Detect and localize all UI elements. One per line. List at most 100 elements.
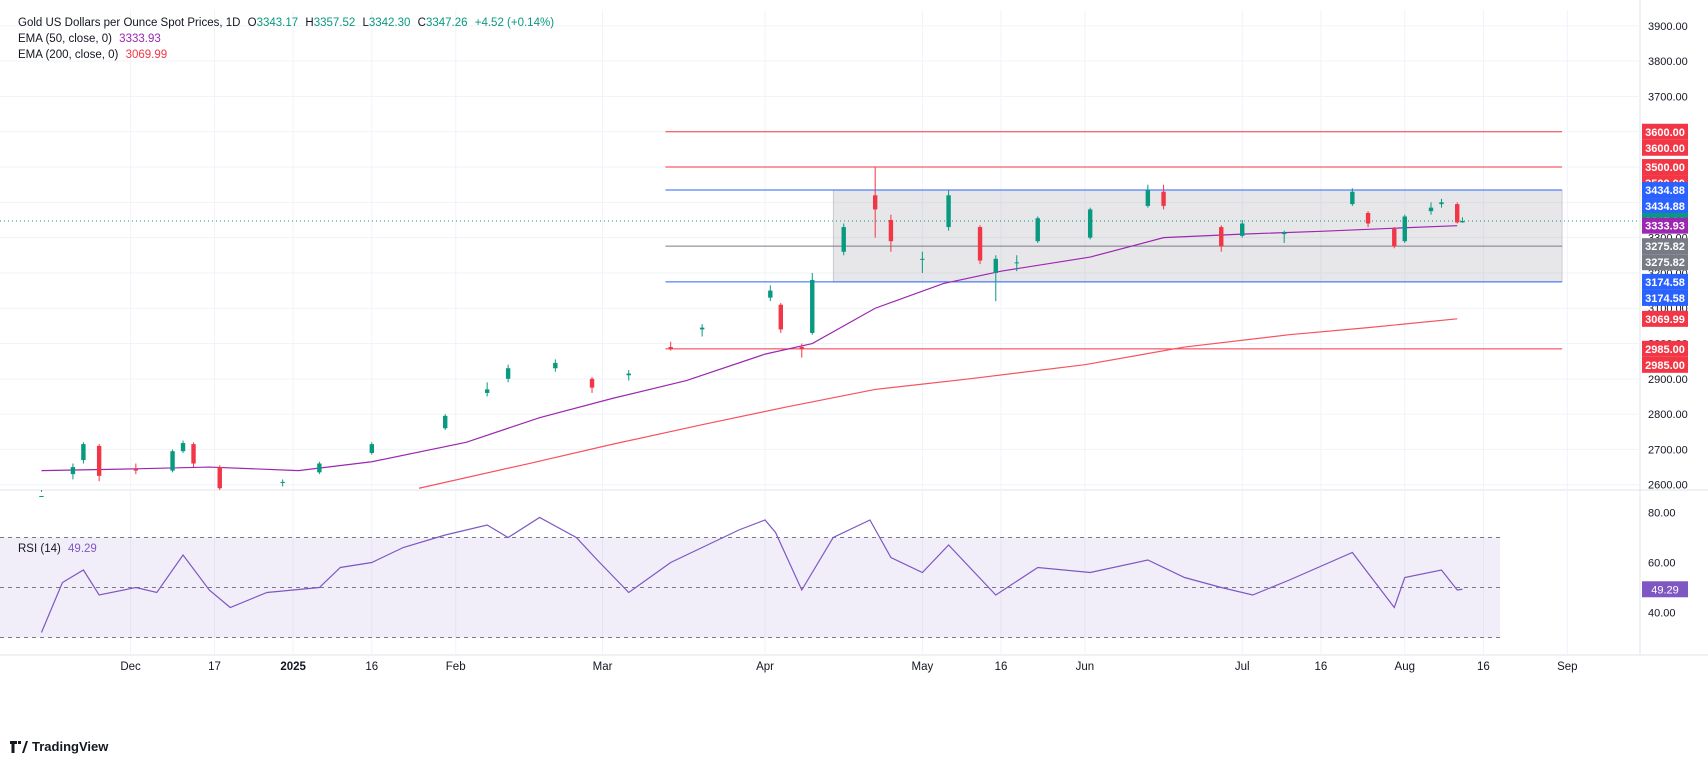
candle [872, 167, 878, 238]
x-tick-label: 16 [995, 661, 1008, 673]
candle-body [1219, 227, 1224, 247]
candle [920, 251, 925, 273]
candle [668, 341, 673, 351]
candle [180, 440, 186, 453]
candle [799, 343, 804, 358]
price-tag-text: 3434.88 [1645, 201, 1685, 213]
y-tick-label: 2800.00 [1648, 409, 1688, 421]
candle-body [1402, 216, 1407, 242]
ema200-legend: EMA (200, close, 0) 3069.99 [18, 48, 167, 62]
candle [505, 364, 511, 383]
candle-body [668, 347, 673, 349]
high-label-wrap: H3357.52 [305, 17, 355, 29]
horizontal-levels [0, 131, 1640, 350]
tradingview-text: TradingView [32, 739, 109, 754]
y-tick-label: 2700.00 [1648, 444, 1688, 456]
x-tick-label: Jun [1076, 661, 1095, 673]
candle-body [217, 467, 222, 489]
x-tick-label: Dec [120, 661, 141, 673]
high-label: H [305, 17, 314, 29]
candle [888, 214, 894, 252]
x-tick-label: 16 [1314, 661, 1327, 673]
candle [1402, 214, 1407, 243]
candle-body [993, 258, 998, 273]
candle-body [1365, 212, 1371, 224]
candle [1240, 220, 1245, 238]
candle-body [1439, 202, 1444, 205]
x-tick-label: May [912, 661, 934, 673]
price-tag-text: 3275.82 [1645, 257, 1685, 269]
candle [699, 324, 705, 337]
price-tag [1642, 123, 1688, 140]
candle-body [799, 347, 804, 349]
price-tags: 3600.003600.003500.003500.003434.883434.… [1642, 123, 1688, 373]
ema200-line [418, 318, 1458, 489]
price-tag-text: 3275.82 [1645, 241, 1685, 253]
candle-body [369, 444, 375, 453]
rsi-label: RSI (14) [18, 543, 61, 555]
candle-body [96, 445, 102, 476]
low-value: 3342.30 [368, 17, 411, 29]
candle [1014, 255, 1019, 272]
price-tag [1642, 159, 1688, 176]
close-label-wrap: C3347.26 [418, 17, 468, 29]
candle [946, 190, 951, 231]
price-tag-text: 3174.58 [1645, 277, 1685, 289]
close-value: 3347.26 [425, 17, 468, 29]
x-tick-label: 16 [1477, 661, 1490, 673]
close-label: C [417, 17, 426, 29]
candle-body [317, 463, 322, 473]
candle [553, 359, 558, 372]
candle-body [1392, 228, 1397, 247]
candle [977, 225, 983, 265]
y-tick-label: 3900.00 [1648, 21, 1688, 33]
candle [1439, 198, 1444, 208]
price-tag [1642, 289, 1688, 306]
rsi-line [40, 516, 1463, 633]
price-tag-text: 2985.00 [1645, 360, 1685, 372]
candle [96, 444, 102, 482]
candle [70, 463, 76, 480]
candle [191, 442, 196, 468]
candle-body [1087, 209, 1093, 238]
change-value: +4.52 (+0.14%) [474, 17, 555, 29]
rsi-tick-label: 60.00 [1648, 558, 1676, 570]
candle-body [946, 195, 951, 228]
candle-body [553, 362, 558, 369]
low-label: L [362, 17, 369, 29]
high-value: 3357.52 [313, 17, 356, 29]
rsi-value: 49.29 [68, 543, 97, 555]
candle [589, 377, 595, 393]
candle-body [1240, 223, 1245, 236]
x-tick-label: Jul [1235, 661, 1250, 673]
candle-body [872, 195, 878, 210]
price-tag-text: 3600.00 [1645, 143, 1685, 155]
candle-body [70, 467, 76, 475]
price-tag [1642, 238, 1688, 255]
ema200-label: EMA (200, close, 0) [18, 49, 119, 61]
candle-body [768, 290, 773, 298]
candle-body [280, 481, 285, 483]
candle [1428, 202, 1434, 215]
candle [443, 414, 448, 430]
symbol-legend: Gold US Dollars per Ounce Spot Prices, 1… [18, 16, 554, 30]
open-label: O [247, 17, 257, 29]
candle [317, 461, 322, 475]
candle [1219, 225, 1224, 252]
candle [1161, 184, 1166, 210]
rsi-value-tag [1642, 581, 1688, 598]
candle [280, 479, 285, 487]
candle-body [841, 227, 846, 252]
ema50-line [41, 225, 1458, 472]
candle [1455, 202, 1460, 224]
tradingview-branding[interactable]: TradingView [10, 739, 108, 754]
candle-body [1161, 191, 1166, 206]
rsi-tick-label: 80.00 [1648, 508, 1676, 520]
candle-body [920, 258, 925, 260]
price-tag [1642, 340, 1688, 357]
price-tag-text: 3174.58 [1645, 293, 1685, 305]
y-tick-label: 3700.00 [1648, 91, 1688, 103]
candle-body [81, 444, 86, 460]
